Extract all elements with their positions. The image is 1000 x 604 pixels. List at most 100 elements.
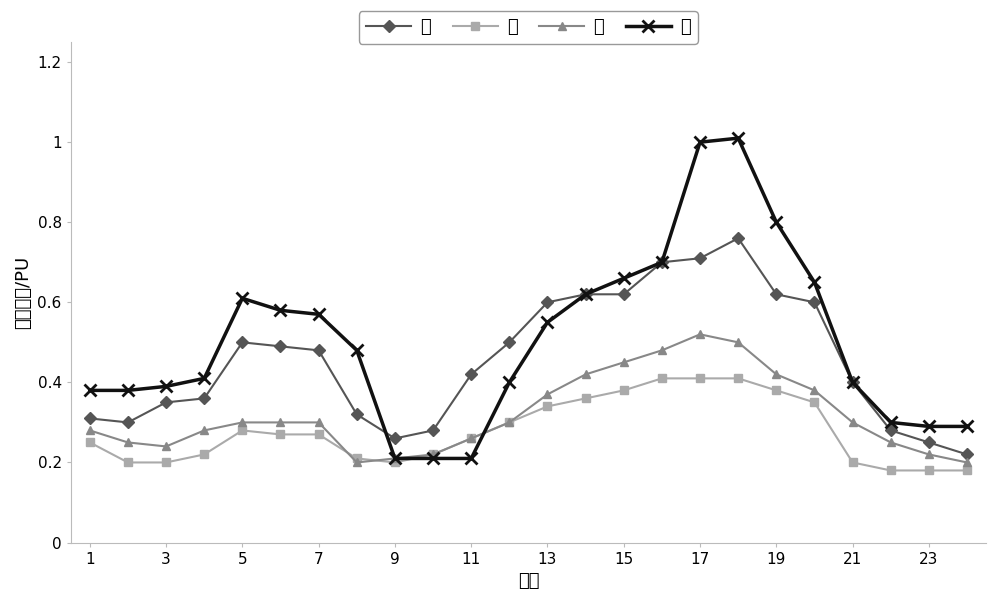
- 春: [656, 259, 668, 266]
- 冬: [580, 291, 592, 298]
- 秋: [313, 419, 325, 426]
- 冬: [885, 419, 897, 426]
- 秋: [84, 427, 96, 434]
- 春: [885, 427, 897, 434]
- 冬: [236, 295, 248, 302]
- 冬: [351, 347, 363, 354]
- 春: [808, 299, 820, 306]
- 春: [198, 395, 210, 402]
- 夏: [198, 451, 210, 458]
- 秋: [961, 459, 973, 466]
- 夏: [160, 459, 172, 466]
- 秋: [427, 451, 439, 458]
- 夏: [732, 374, 744, 382]
- 秋: [618, 359, 630, 366]
- 夏: [351, 455, 363, 462]
- 秋: [541, 391, 553, 398]
- 春: [694, 255, 706, 262]
- 春: [427, 427, 439, 434]
- 夏: [656, 374, 668, 382]
- 秋: [770, 371, 782, 378]
- 冬: [274, 307, 286, 314]
- 秋: [732, 339, 744, 346]
- 冬: [961, 423, 973, 430]
- 冬: [541, 319, 553, 326]
- 冬: [389, 455, 401, 462]
- Line: 冬: 冬: [84, 133, 973, 464]
- 秋: [198, 427, 210, 434]
- 春: [122, 419, 134, 426]
- 冬: [84, 387, 96, 394]
- 夏: [122, 459, 134, 466]
- 秋: [160, 443, 172, 450]
- 夏: [618, 387, 630, 394]
- 秋: [656, 347, 668, 354]
- 冬: [808, 278, 820, 286]
- 冬: [427, 455, 439, 462]
- 冬: [465, 455, 477, 462]
- 夏: [923, 467, 935, 474]
- 冬: [770, 219, 782, 226]
- 冬: [847, 379, 859, 386]
- 秋: [122, 439, 134, 446]
- 夏: [465, 435, 477, 442]
- 春: [351, 411, 363, 418]
- 夏: [847, 459, 859, 466]
- 冬: [503, 379, 515, 386]
- 冬: [656, 259, 668, 266]
- 夏: [389, 459, 401, 466]
- 春: [465, 371, 477, 378]
- 夏: [885, 467, 897, 474]
- Y-axis label: 风电功率/PU: 风电功率/PU: [14, 255, 32, 329]
- 春: [160, 399, 172, 406]
- 春: [961, 451, 973, 458]
- 春: [274, 342, 286, 350]
- 冬: [313, 310, 325, 318]
- 冬: [923, 423, 935, 430]
- 秋: [808, 387, 820, 394]
- 夏: [236, 427, 248, 434]
- 春: [503, 339, 515, 346]
- 冬: [694, 138, 706, 146]
- 夏: [961, 467, 973, 474]
- 冬: [122, 387, 134, 394]
- 秋: [465, 435, 477, 442]
- 秋: [351, 459, 363, 466]
- Line: 秋: 秋: [86, 330, 971, 467]
- 春: [847, 379, 859, 386]
- 春: [580, 291, 592, 298]
- 夏: [694, 374, 706, 382]
- 春: [770, 291, 782, 298]
- 春: [923, 439, 935, 446]
- 秋: [885, 439, 897, 446]
- 春: [541, 299, 553, 306]
- 秋: [389, 455, 401, 462]
- 春: [313, 347, 325, 354]
- 秋: [580, 371, 592, 378]
- Line: 春: 春: [86, 234, 971, 458]
- 秋: [503, 419, 515, 426]
- 夏: [427, 451, 439, 458]
- 夏: [503, 419, 515, 426]
- 冬: [160, 383, 172, 390]
- 冬: [198, 374, 210, 382]
- 春: [84, 415, 96, 422]
- 春: [618, 291, 630, 298]
- 夏: [580, 395, 592, 402]
- 秋: [274, 419, 286, 426]
- 秋: [847, 419, 859, 426]
- Line: 夏: 夏: [86, 374, 971, 475]
- 夏: [84, 439, 96, 446]
- Legend: 春, 夏, 秋, 冬: 春, 夏, 秋, 冬: [359, 11, 698, 43]
- 秋: [236, 419, 248, 426]
- X-axis label: 时刻: 时刻: [518, 572, 539, 590]
- 冬: [618, 275, 630, 282]
- 春: [389, 435, 401, 442]
- 夏: [274, 431, 286, 438]
- 夏: [770, 387, 782, 394]
- 春: [236, 339, 248, 346]
- 秋: [694, 331, 706, 338]
- 秋: [923, 451, 935, 458]
- 夏: [541, 403, 553, 410]
- 春: [732, 234, 744, 242]
